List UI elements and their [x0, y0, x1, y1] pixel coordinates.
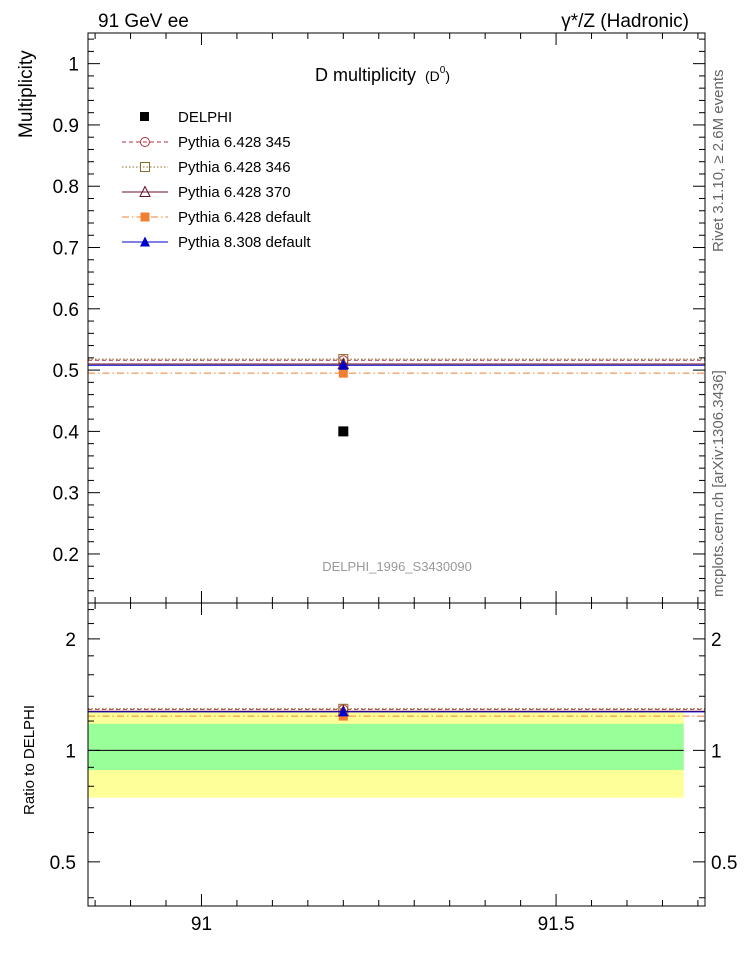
legend-label-3: Pythia 6.428 370 [178, 184, 291, 201]
legend-label-4: Pythia 6.428 default [178, 209, 311, 226]
y-tick-label: 1 [68, 55, 79, 76]
y-tick-label: 0.4 [53, 422, 80, 443]
chart-title-particle: (D [425, 68, 440, 84]
chart-title-superscript: 0 [440, 65, 446, 76]
y-tick-label: 0.5 [53, 361, 79, 382]
legend-marker-5 [140, 236, 150, 247]
ratio-y-tick-label-right: 1 [711, 741, 722, 762]
chart-title-main: D multiplicity [315, 65, 416, 85]
watermark: DELPHI_1996_S3430090 [322, 559, 472, 574]
chart-title: D multiplicity (D0) [315, 65, 450, 85]
y-tick-label: 0.6 [53, 300, 79, 321]
ratio-y-tick-label: 1 [65, 741, 76, 762]
ratio-y-axis-label: Ratio to DELPHI [21, 705, 38, 815]
legend-marker-3 [139, 185, 151, 197]
delphi-data-point [338, 426, 349, 437]
y-tick-label: 0.7 [53, 239, 79, 260]
y-tick-label: 0.2 [53, 545, 79, 566]
main-mc-series [88, 354, 705, 378]
main-y-ticks: 0.2 0.3 0.4 0.5 0.6 0.7 0.8 0.9 1 [53, 33, 705, 603]
ratio-panel: 0.5 0.5 1 1 2 2 91 91.5 Ratio to DELPHI [21, 602, 737, 935]
main-panel: Multiplicity DELPHI_1996_S3430090 D mult… [16, 32, 706, 604]
chart-title-close: ) [445, 68, 450, 84]
ratio-y-tick-label-right: 2 [711, 630, 722, 651]
legend-delphi-marker [140, 112, 149, 121]
side-label-top: Rivet 3.1.10, ≥ 2.6M events [710, 70, 727, 253]
header-right: γ*/Z (Hadronic) [561, 11, 689, 32]
ratio-y-tick-label: 0.5 [50, 853, 76, 874]
legend-label-1: Pythia 6.428 345 [178, 134, 291, 151]
mc-marker-4 [338, 368, 348, 378]
ratio-frame [87, 602, 706, 907]
side-label-bottom: mcplots.cern.ch [arXiv:1306.3436] [710, 370, 727, 597]
legend-delphi-label: DELPHI [178, 109, 232, 126]
legend-marker-4 [140, 212, 150, 222]
ratio-mc-series [88, 703, 705, 721]
legend-label-2: Pythia 6.428 346 [178, 159, 291, 176]
mc-marker-5 [338, 359, 349, 370]
header-left: 91 GeV ee [98, 11, 189, 32]
y-tick-label: 0.3 [53, 484, 79, 505]
ratio-ticks: 0.5 0.5 1 1 2 2 91 91.5 [50, 603, 737, 935]
main-y-axis-label: Multiplicity [16, 50, 37, 138]
y-tick-label: 0.9 [53, 116, 79, 137]
legend: DELPHI Pythia 6.428 345 Pythia 6.428 346 Py… [122, 109, 311, 251]
x-tick-label: 91 [191, 914, 212, 935]
legend-marker-1 [140, 137, 150, 147]
data-uncertainty-band-inner [88, 723, 684, 771]
x-tick-label: 91.5 [538, 914, 575, 935]
ratio-marker-5 [338, 706, 349, 717]
legend-label-5: Pythia 8.308 default [178, 234, 311, 251]
legend-marker-2 [140, 162, 150, 172]
ratio-y-tick-label-right: 0.5 [711, 853, 737, 874]
ratio-y-tick-label: 2 [65, 630, 76, 651]
y-tick-label: 0.8 [53, 177, 79, 198]
